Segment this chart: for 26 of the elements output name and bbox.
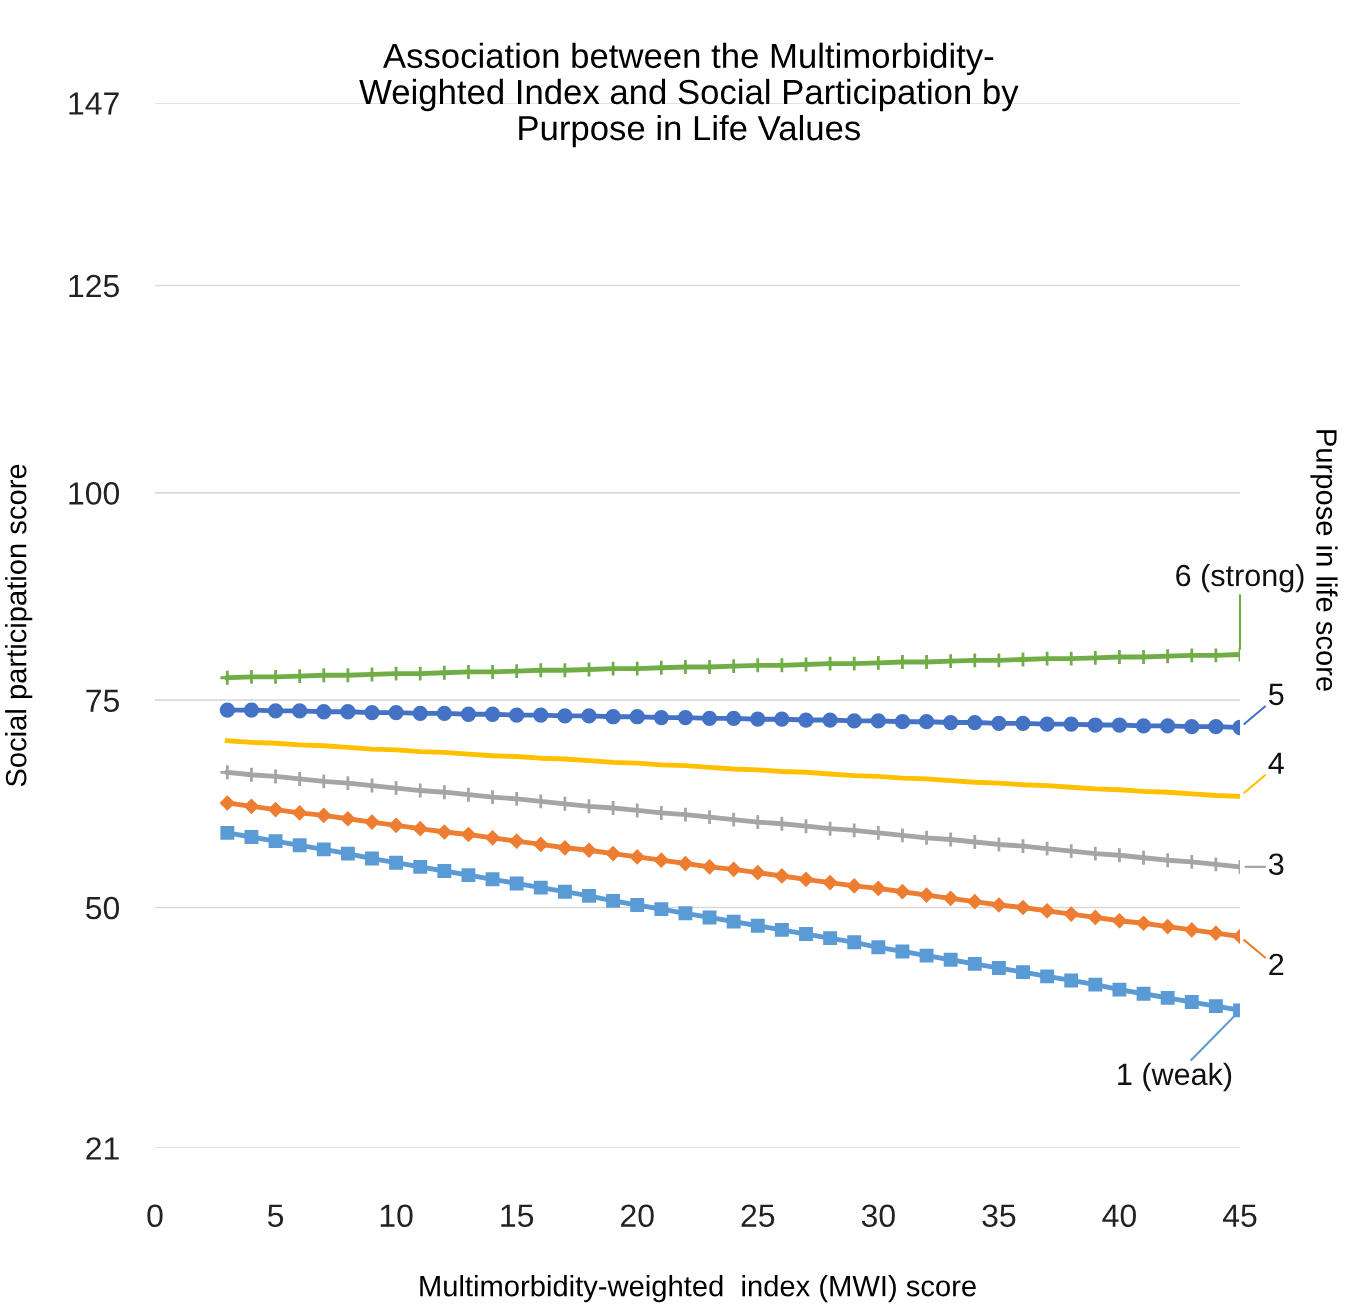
y-tick-label: 75 — [86, 689, 119, 713]
x-tick-label: 20 — [621, 1204, 654, 1228]
y-tick-label: 147 — [69, 92, 119, 115]
chart-title: Association between the Multimorbidity- Weighted Index and Social Participation by Purpose in Life Values — [359, 42, 1019, 148]
series-label: 6 (strong) — [1176, 563, 1304, 593]
y-tick-label: 100 — [69, 482, 120, 505]
x-tick-label: 10 — [380, 1204, 413, 1228]
legend-label: 5 — [1269, 683, 1284, 706]
y2-axis-title: Purpose in life score — [1310, 430, 1338, 691]
legend-label: 3 — [1268, 853, 1284, 876]
x-tick-label: 5 — [267, 1204, 284, 1228]
legend-label: 2 — [1269, 953, 1284, 975]
x-tick-label: 30 — [861, 1204, 895, 1228]
x-tick-label: 0 — [147, 1204, 163, 1228]
x-tick-label: 45 — [1222, 1204, 1257, 1228]
x-axis-title: Multimorbidity-weighted index (MWI) score — [420, 1275, 976, 1303]
x-tick-label: 35 — [982, 1204, 1016, 1228]
series-label: 1 (weak) — [1118, 1062, 1232, 1092]
legend-label: 4 — [1268, 752, 1284, 774]
y-tick-label: 125 — [69, 274, 119, 298]
y-axis-title: Social participation score — [5, 464, 33, 787]
x-tick-label: 25 — [741, 1204, 775, 1228]
y-tick-label: 21 — [86, 1137, 119, 1160]
y-tick-label: 50 — [86, 896, 120, 920]
x-tick-label: 15 — [501, 1204, 534, 1228]
x-tick-label: 40 — [1102, 1204, 1136, 1228]
